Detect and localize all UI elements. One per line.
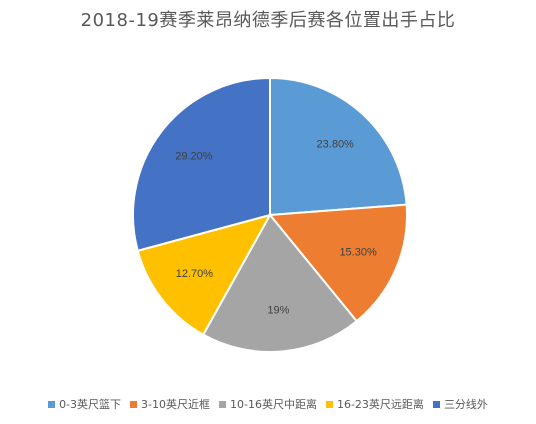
legend-item-three-point: 三分线外 xyxy=(432,396,488,412)
chart-title: 2018-19赛季莱昂纳德季后赛各位置出手占比 xyxy=(80,10,456,31)
legend-label: 0-3英尺篮下 xyxy=(59,398,122,411)
legend-label: 三分线外 xyxy=(443,398,488,411)
legend-label: 10-16英尺中距离 xyxy=(230,398,317,411)
legend: 0-3英尺篮下 3-10英尺近框 10-16英尺中距离 16-23英尺远距离 三分线外 xyxy=(0,396,536,412)
data-label-0-3ft: 23.80% xyxy=(317,139,355,151)
pie-slice-10-16ft xyxy=(201,213,359,353)
legend-item-3-10ft: 3-10英尺近框 xyxy=(130,396,210,412)
legend-swatch xyxy=(48,400,56,408)
legend-swatch xyxy=(130,400,138,408)
pie-chart: 23.80% 15.30% 19% 12.70% 29.20% xyxy=(132,76,408,353)
legend-item-10-16ft: 10-16英尺中距离 xyxy=(219,396,317,412)
pie-slice-0-3ft xyxy=(269,76,408,217)
data-label-10-16ft: 19% xyxy=(267,304,289,316)
legend-item-16-23ft: 16-23英尺远距离 xyxy=(325,396,424,412)
pie-slice-16-23ft xyxy=(136,213,273,337)
pie-slice-3-10ft xyxy=(268,203,408,323)
legend-swatch xyxy=(432,400,440,408)
legend-swatch xyxy=(219,400,226,408)
legend-swatch xyxy=(325,400,333,408)
legend-label: 3-10英尺近框 xyxy=(141,398,210,411)
data-label-16-23ft: 12.70% xyxy=(176,268,214,280)
legend-item-0-3ft: 0-3英尺篮下 xyxy=(48,396,121,412)
data-label-three-point: 29.20% xyxy=(175,151,213,163)
data-label-3-10ft: 15.30% xyxy=(339,247,377,259)
legend-label: 16-23英尺远距离 xyxy=(336,398,424,411)
pie-slice-three-point xyxy=(132,76,271,252)
